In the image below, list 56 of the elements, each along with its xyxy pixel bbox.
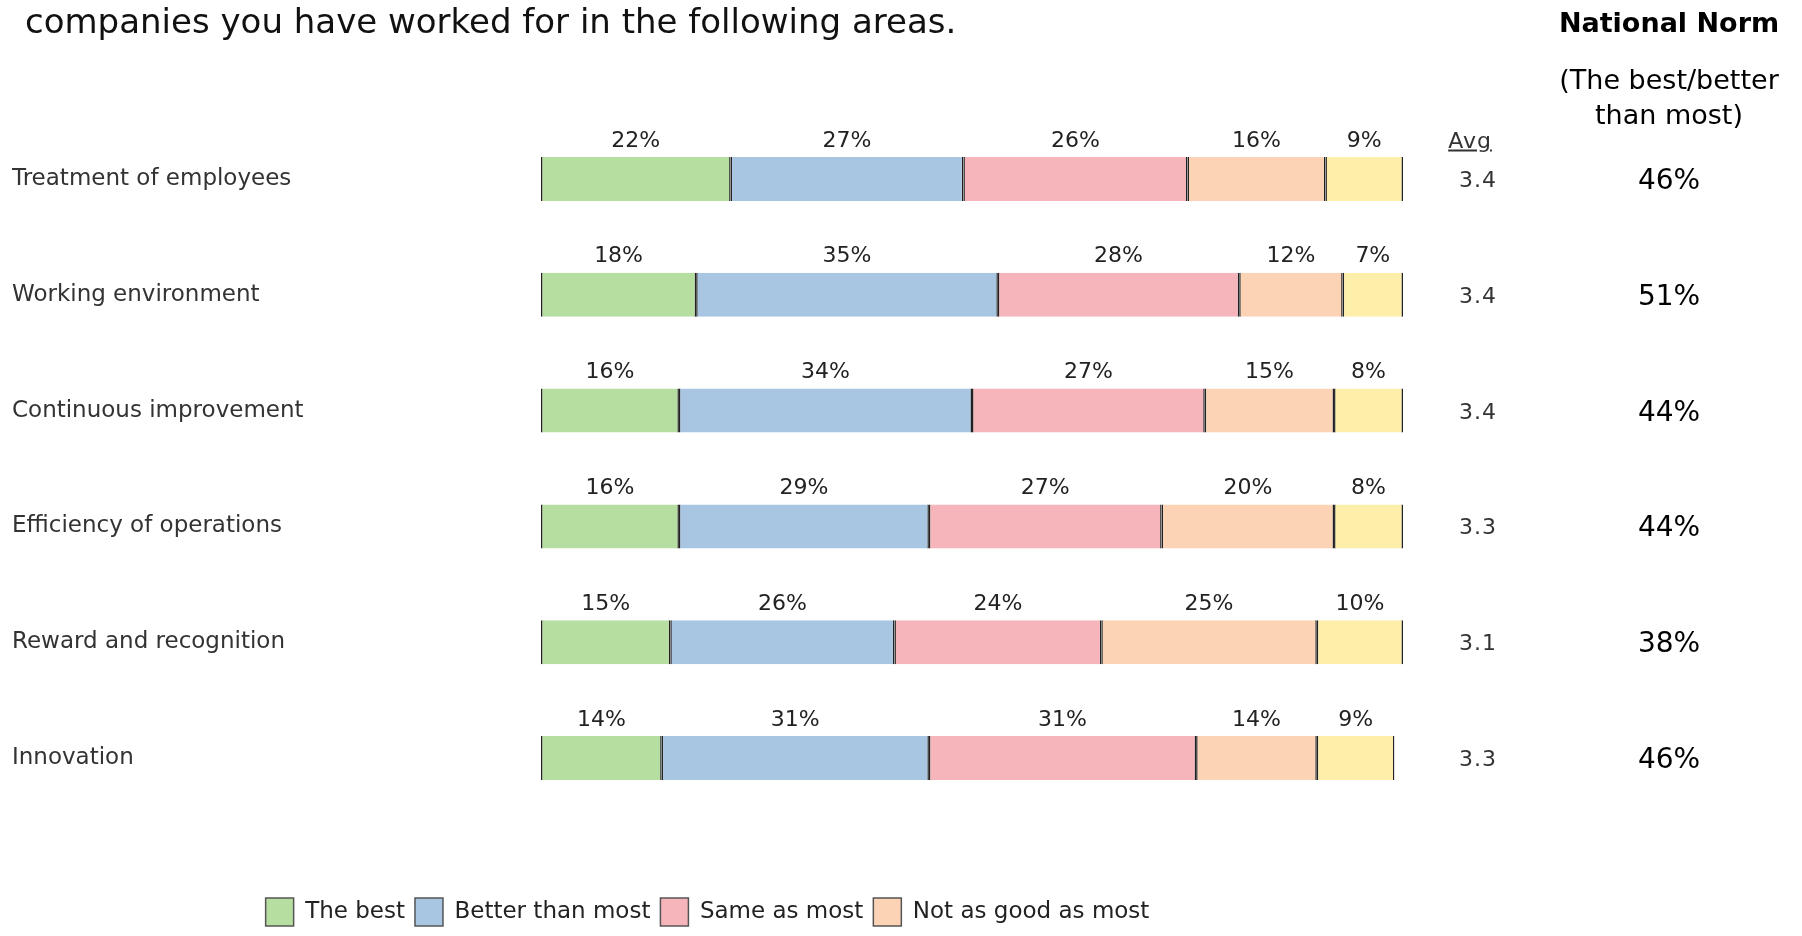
text: 3.4 — [1459, 398, 1497, 424]
data-label: 7% — [1355, 242, 1391, 268]
data-label: 15% — [581, 589, 631, 615]
data-label: 29% — [779, 474, 829, 500]
data-label: 8% — [1351, 358, 1386, 384]
text: 3.4 — [1459, 166, 1497, 192]
text: Avg — [1448, 127, 1492, 153]
text: 3.3 — [1459, 745, 1497, 771]
y-tick-label: Efficiency of operations — [12, 511, 282, 538]
y-tick-label: Innovation — [12, 743, 134, 770]
data-label: 26% — [757, 589, 807, 615]
data-label: 14% — [1232, 705, 1281, 731]
y-tick-label: Reward and recognition — [12, 627, 285, 654]
data-label: 14% — [576, 705, 626, 731]
text: 44% — [1637, 394, 1701, 428]
data-label: 20% — [1223, 474, 1273, 500]
chart-title: companies you have worked for in the following areas. — [25, 0, 957, 42]
data-label: 31% — [770, 705, 820, 731]
legend-label: Better than most — [454, 896, 651, 923]
data-label: 16% — [585, 474, 635, 500]
data-label: 27% — [822, 126, 872, 152]
data-label: 16% — [585, 358, 635, 384]
text: 51% — [1637, 278, 1701, 312]
data-label: 25% — [1184, 589, 1234, 615]
text: 3.3 — [1459, 513, 1497, 539]
data-label: 31% — [1038, 705, 1087, 731]
data-label: 35% — [822, 242, 872, 268]
data-label: 28% — [1094, 242, 1143, 268]
text: 46% — [1637, 741, 1701, 775]
legend-label: Not as good as most — [912, 896, 1150, 923]
data-label: 18% — [594, 242, 644, 268]
data-label: 8% — [1351, 474, 1386, 500]
text: 3.1 — [1459, 629, 1497, 655]
data-label: 27% — [1020, 474, 1070, 500]
data-label: 12% — [1266, 242, 1316, 268]
text: 38% — [1637, 625, 1701, 659]
data-label: 16% — [1232, 126, 1281, 152]
data-label: 26% — [1050, 126, 1100, 152]
data-label: 15% — [1244, 358, 1294, 384]
data-label: 22% — [611, 126, 661, 152]
text: 46% — [1637, 162, 1701, 196]
data-label: 9% — [1346, 126, 1382, 152]
data-label: 27% — [1063, 358, 1113, 384]
y-tick-label: Continuous improvement — [12, 395, 304, 422]
data-label: 10% — [1335, 589, 1385, 615]
text: (The best/better than most) — [1558, 63, 1780, 132]
y-tick-label: Working environment — [12, 279, 260, 306]
data-label: 24% — [973, 589, 1023, 615]
data-label: 34% — [801, 358, 850, 384]
data-label: 9% — [1338, 705, 1374, 731]
legend-label: Same as most — [699, 896, 864, 923]
y-tick-label: Treatment of employees — [11, 163, 292, 190]
text: 3.4 — [1459, 282, 1497, 308]
legend-label: The best — [304, 896, 405, 923]
text: 44% — [1637, 509, 1701, 543]
text: National Norm — [1558, 6, 1780, 38]
